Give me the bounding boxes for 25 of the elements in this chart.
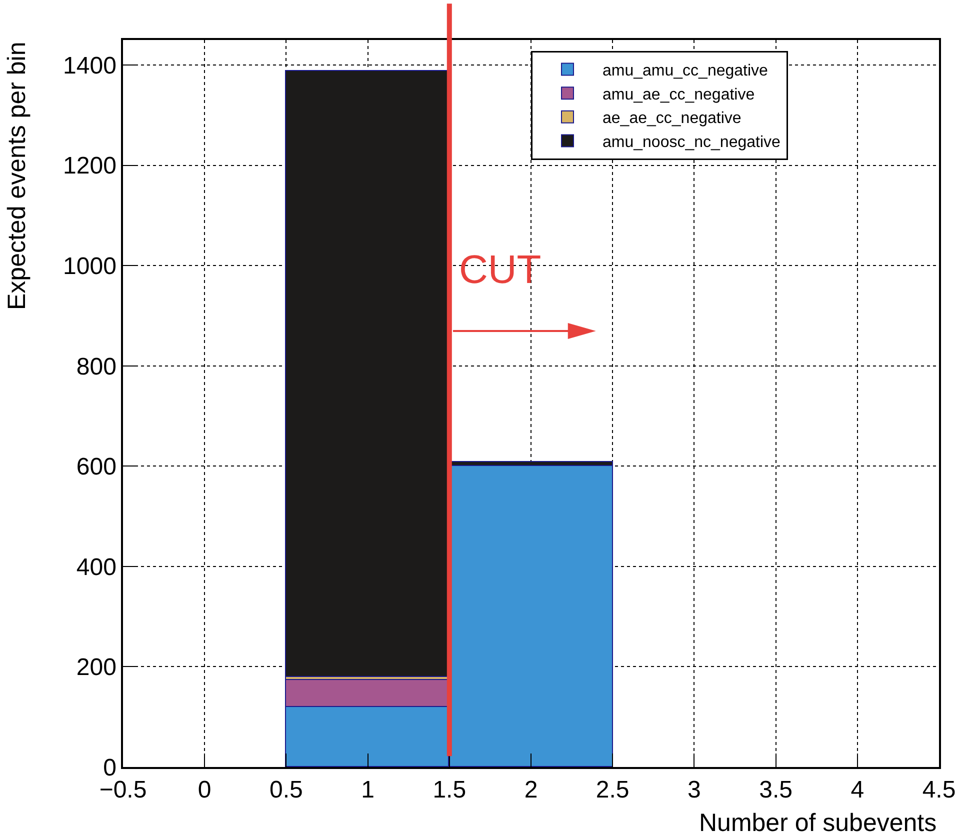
x-tick-label: 0.5: [270, 776, 303, 804]
x-tick-label: 1.5: [432, 776, 466, 804]
y-tick-label: 1400: [63, 52, 116, 80]
x-tick-label: 3: [688, 776, 701, 804]
x-tick-label: 4: [850, 776, 864, 804]
legend-label: ae_ae_cc_negative: [602, 110, 742, 128]
x-tick-label: 2.5: [596, 776, 630, 804]
legend-label: amu_ae_cc_negative: [602, 86, 755, 104]
y-tick-label: 800: [76, 353, 116, 380]
y-tick-label: 1000: [63, 253, 116, 280]
y-axis-title: Expected events per bin: [3, 42, 31, 310]
y-tick-label: 1200: [63, 152, 116, 180]
x-axis-title: Number of subevents: [699, 809, 937, 832]
ref-line-label: CUT: [459, 248, 542, 292]
x-tick-label: 3.5: [759, 776, 792, 804]
legend-label: amu_noosc_nc_negative: [602, 134, 781, 151]
x-tick-label: 1: [361, 776, 374, 804]
legend-label: amu_amu_cc_negative: [602, 62, 768, 80]
x-tick-label: 4.5: [922, 776, 956, 804]
bar: [285, 70, 449, 677]
y-tick-label: 600: [76, 454, 116, 481]
y-tick-label: 400: [76, 554, 116, 581]
y-tick-label: 200: [76, 654, 116, 682]
x-tick-label: 0: [198, 776, 212, 804]
x-tick-label: 2: [524, 776, 538, 804]
